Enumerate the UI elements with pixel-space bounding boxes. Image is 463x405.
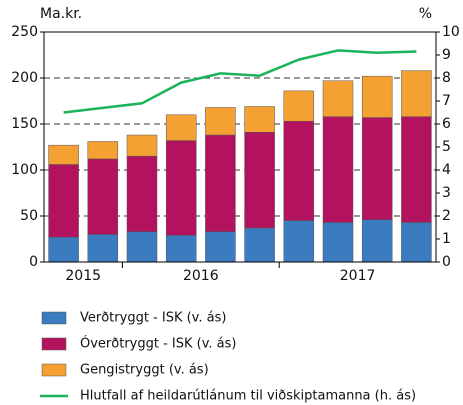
legend-label: Gengistryggt (v. ás)	[80, 363, 209, 378]
y-tick-label: 250	[11, 24, 38, 40]
x-group-label: 2015	[65, 268, 101, 284]
y-tick-label: 0	[29, 254, 38, 270]
bar-segment	[87, 141, 119, 160]
bar-segment	[126, 134, 158, 157]
y2-tick-label: 1	[442, 231, 451, 247]
bar-segment	[48, 164, 79, 238]
x-group-label: 2016	[183, 268, 219, 284]
y-tick-label: 100	[11, 162, 38, 178]
y2-tick-label: 8	[442, 70, 451, 86]
bar-segment	[87, 234, 119, 263]
bar-segment	[361, 117, 393, 220]
bar-segment	[165, 235, 197, 263]
bar-segment	[283, 120, 315, 221]
plot-frame	[43, 31, 437, 263]
legend-swatch	[41, 311, 67, 325]
legend-swatch	[41, 363, 67, 377]
y2-axis-label: %	[419, 6, 432, 22]
bar-segment	[87, 158, 119, 235]
bar-segment	[126, 231, 158, 263]
bar-segment	[322, 80, 354, 117]
legend-label: Verðtryggt - ISK (v. ás)	[80, 311, 226, 326]
bar-segment	[361, 219, 393, 263]
bar-segment	[283, 90, 315, 122]
bar-segment	[361, 75, 393, 118]
bar-segment	[401, 116, 432, 223]
line-series	[63, 49, 417, 114]
y2-tick-label: 3	[442, 185, 451, 201]
bar-segment	[165, 114, 197, 141]
y-tick-label: 200	[11, 70, 38, 86]
bar-segment	[205, 231, 236, 263]
y-tick-label: 50	[20, 208, 38, 224]
y2-tick-label: 7	[442, 93, 451, 109]
y2-tick-label: 2	[442, 208, 451, 224]
bar-segment	[322, 222, 354, 263]
y2-tick-label: 5	[442, 139, 451, 155]
legend-label: Óverðtryggt - ISK (v. ás)	[80, 336, 237, 352]
bar-segment	[401, 222, 432, 263]
bar-segment	[126, 155, 158, 232]
bar-segment	[401, 70, 432, 117]
y2-tick-label: 6	[442, 116, 451, 132]
legend-swatch	[41, 337, 67, 351]
y2-tick-label: 0	[442, 254, 451, 270]
bar-segment	[244, 106, 275, 133]
bar-segment	[205, 134, 236, 232]
y2-tick-label: 4	[442, 162, 451, 178]
bar-segment	[244, 227, 275, 263]
bar-segment	[322, 116, 354, 223]
bar-segment	[165, 140, 197, 236]
legend-label: Hlutfall af heildarútlánum til viðskipta…	[80, 389, 416, 404]
bar-segment	[244, 132, 275, 229]
y2-tick-label: 9	[442, 47, 451, 63]
y-tick-label: 150	[11, 116, 38, 132]
bar-segment	[48, 236, 79, 263]
x-group-label: 2017	[340, 268, 376, 284]
y-axis-label: Ma.kr.	[40, 6, 82, 22]
bar-segment	[205, 107, 236, 136]
y2-tick-label: 10	[442, 24, 460, 40]
bar-segment	[283, 220, 315, 263]
bar-segment	[48, 144, 79, 165]
